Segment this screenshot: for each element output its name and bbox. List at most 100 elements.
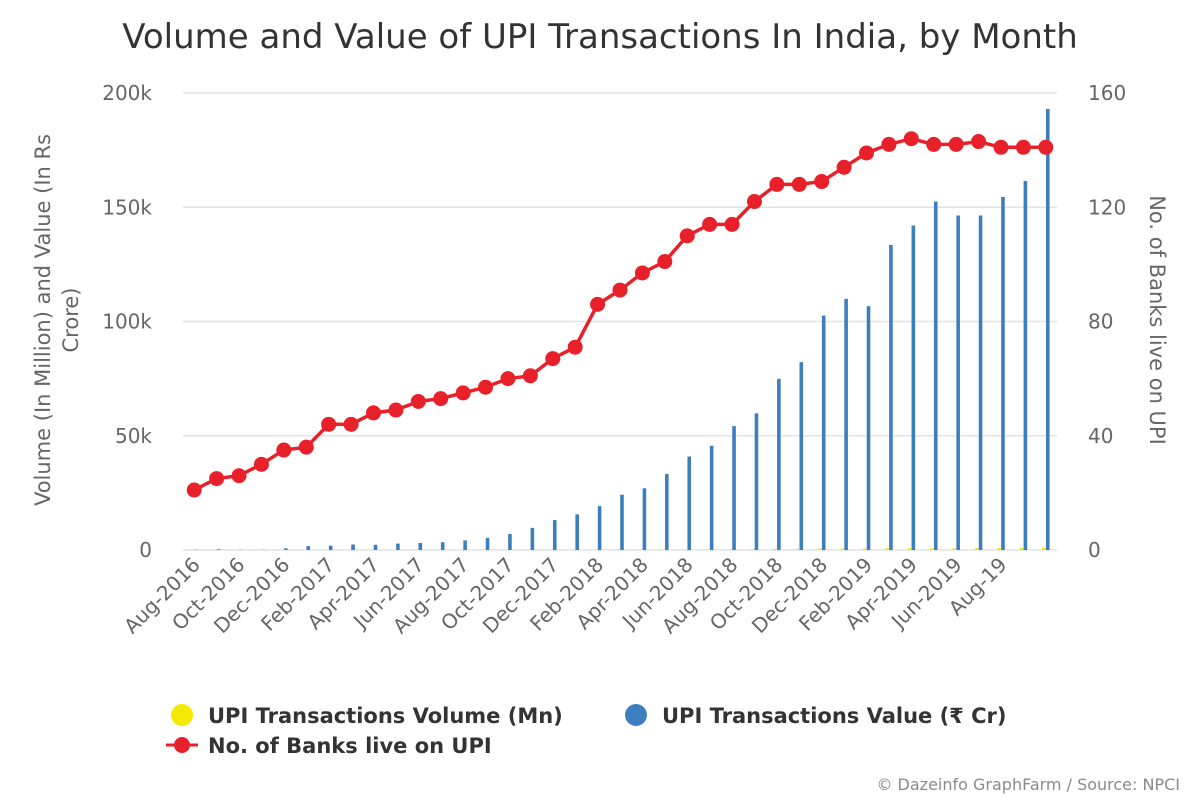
bar <box>773 548 777 550</box>
legend-banks-label: No. of Banks live on UPI <box>208 734 492 758</box>
banks-point <box>209 471 225 487</box>
legend-item-banks[interactable]: No. of Banks live on UPI <box>166 734 492 758</box>
bar <box>933 201 938 550</box>
bar <box>974 548 979 550</box>
bar <box>862 548 867 550</box>
bar <box>552 520 557 550</box>
banks-point <box>298 439 314 455</box>
banks-point <box>679 228 695 244</box>
banks-point <box>433 391 449 407</box>
bar <box>705 549 710 550</box>
bar <box>1041 547 1046 550</box>
legend-volume-marker <box>171 704 193 726</box>
bar <box>351 544 355 550</box>
banks-point <box>814 174 830 190</box>
bar <box>284 548 288 550</box>
bar <box>997 547 1001 550</box>
bar <box>956 215 960 550</box>
bar <box>463 540 467 550</box>
banks-point <box>971 134 987 150</box>
banks-point <box>702 216 718 232</box>
bar <box>777 378 781 550</box>
bar <box>844 298 848 550</box>
banks-point <box>567 339 583 355</box>
right-tick-label: 80 <box>1088 310 1113 334</box>
bar <box>485 537 490 550</box>
banks-point <box>455 385 471 401</box>
x-axis-ticks: Aug-2016Oct-2016Dec-2016Feb-2017Apr-2017… <box>119 553 1011 639</box>
bar <box>1001 196 1005 550</box>
bar <box>728 549 732 550</box>
banks-point <box>500 371 516 387</box>
bar <box>216 549 221 550</box>
bar <box>821 315 826 550</box>
bar <box>1045 108 1050 551</box>
banks-point <box>881 136 897 152</box>
bar <box>709 445 714 550</box>
banks-point <box>253 456 269 472</box>
bar <box>799 362 804 550</box>
banks-point <box>926 136 942 152</box>
bar <box>952 548 956 550</box>
bar <box>328 545 333 550</box>
bar <box>530 527 535 550</box>
banks-point <box>634 265 650 281</box>
gridlines <box>183 92 1057 551</box>
bar <box>597 506 602 550</box>
banks-point <box>1015 139 1031 155</box>
banks-point <box>724 216 740 232</box>
banks-point <box>836 159 852 175</box>
bar <box>840 548 844 550</box>
bar <box>885 548 889 550</box>
bar <box>911 225 916 550</box>
bar <box>575 514 579 550</box>
bar <box>889 244 893 550</box>
bar <box>866 306 871 550</box>
bar <box>440 542 445 550</box>
banks-line-series <box>186 131 1054 498</box>
right-tick-label: 0 <box>1088 538 1101 562</box>
bar <box>373 544 378 550</box>
bar <box>683 549 688 550</box>
right-axis-title: No. of Banks live on UPI <box>1145 195 1169 445</box>
banks-point <box>186 482 202 498</box>
bar <box>1019 547 1024 550</box>
legend-value-marker <box>625 704 647 726</box>
source-credit: © Dazeinfo GraphFarm / Source: NPCI <box>876 775 1180 794</box>
bar <box>732 426 736 550</box>
bar <box>665 473 669 550</box>
bar <box>817 548 822 550</box>
left-tick-label: 150k <box>102 195 152 219</box>
right-tick-label: 160 <box>1088 81 1126 105</box>
banks-point <box>276 442 292 458</box>
banks-point <box>365 405 381 421</box>
bar <box>1023 180 1028 550</box>
banks-point <box>791 176 807 192</box>
banks-point <box>343 416 359 432</box>
left-tick-label: 50k <box>115 424 152 448</box>
bar <box>929 548 934 550</box>
legend: UPI Transactions Volume (Mn) UPI Transac… <box>166 704 1006 758</box>
bar <box>508 534 512 550</box>
right-tick-label: 40 <box>1088 424 1113 448</box>
legend-item-value[interactable]: UPI Transactions Value (₹ Cr) <box>625 704 1006 728</box>
bar <box>687 456 692 550</box>
bar <box>754 413 759 550</box>
bar <box>750 549 755 550</box>
banks-point <box>612 282 628 298</box>
banks-point <box>657 254 673 270</box>
left-axis-title-line1: Volume (In Million) and Value (In Rs <box>31 134 55 506</box>
bar <box>620 494 624 550</box>
bar <box>795 548 800 550</box>
banks-point <box>545 351 561 367</box>
bar <box>642 488 647 550</box>
bar <box>306 546 311 550</box>
left-tick-label: 0 <box>139 538 152 562</box>
left-tick-label: 200k <box>102 81 152 105</box>
right-axis-ticks: 0 40 80 120 160 <box>1088 81 1126 562</box>
chart-title: Volume and Value of UPI Transactions In … <box>122 17 1078 57</box>
legend-item-volume[interactable]: UPI Transactions Volume (Mn) <box>171 704 563 728</box>
left-axis-ticks: 0 50k 100k 150k 200k <box>102 81 152 562</box>
banks-point <box>321 416 337 432</box>
